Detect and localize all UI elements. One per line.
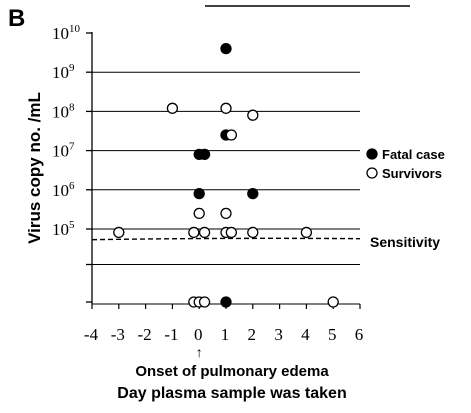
survivor-point (225, 226, 238, 239)
x-tick-label: -3 (111, 325, 125, 344)
x-tick-label: 6 (355, 325, 364, 344)
annotation-arrow: ↑ (196, 344, 203, 360)
y-tick-base: 10 (52, 181, 69, 200)
x-tick-label: 5 (328, 325, 337, 344)
sensitivity-label: Sensitivity (370, 234, 440, 250)
survivor-point (247, 226, 259, 239)
legend-entry: Survivors (382, 166, 442, 181)
survivor-point (188, 226, 200, 239)
survivor-point (166, 102, 179, 114)
fatal-case-point (198, 148, 211, 161)
y-tick-label: 105 (52, 219, 75, 239)
fatal-case-point (220, 296, 232, 308)
fatal-case-point (247, 187, 259, 200)
survivor-point (247, 109, 259, 121)
y-tick-base: 10 (52, 102, 69, 121)
x-tick-label: 0 (194, 325, 203, 344)
y-tick-label: 106 (52, 180, 75, 200)
y-tick-exponent: 10 (69, 23, 81, 35)
y-axis-label: Virus copy no. /mL (25, 92, 44, 244)
survivor-point (193, 207, 205, 220)
y-tick-base: 10 (52, 63, 69, 82)
y-tick-label: 107 (52, 141, 75, 161)
y-tick-base: 10 (52, 24, 69, 43)
legend-box (362, 140, 470, 184)
x-tick-label: 2 (248, 325, 257, 344)
survivor-point (198, 296, 211, 308)
legend-entry: Fatal case (382, 147, 445, 162)
y-tick-label: 108 (52, 101, 75, 121)
survivor-point (220, 102, 232, 114)
x-tick-label: -2 (138, 325, 152, 344)
x-axis-label: Day plasma sample was taken (117, 385, 346, 402)
survivor-point (113, 226, 125, 239)
x-tick-label: -1 (164, 325, 178, 344)
fatal-case-point (193, 187, 205, 200)
x-tick-label: 3 (274, 325, 283, 344)
y-tick-exponent: 9 (69, 62, 75, 74)
y-tick-base: 10 (52, 142, 69, 161)
survivor-point (327, 296, 339, 308)
survivor-point (300, 226, 313, 239)
panel-label: B (8, 5, 25, 32)
y-tick-exponent: 8 (69, 101, 75, 113)
survivor-point (225, 129, 238, 141)
survivor-point (220, 207, 232, 220)
legend-marker-survivors (366, 167, 378, 179)
x-tick-label: 1 (221, 325, 230, 344)
y-tick-exponent: 6 (69, 180, 75, 192)
y-tick-exponent: 7 (69, 141, 75, 153)
legend-marker-fatal (366, 148, 378, 160)
annotation-text: Onset of pulmonary edema (135, 363, 329, 380)
fatal-case-point (220, 42, 232, 55)
x-tick-label: -4 (84, 325, 99, 344)
survivor-point (198, 226, 211, 239)
sensitivity-line (91, 237, 361, 241)
y-tick-label: 1010 (52, 23, 81, 43)
y-tick-label: 109 (52, 62, 75, 82)
x-tick-label: 4 (301, 325, 310, 344)
y-tick-base: 10 (52, 220, 69, 239)
y-tick-exponent: 5 (69, 219, 75, 231)
